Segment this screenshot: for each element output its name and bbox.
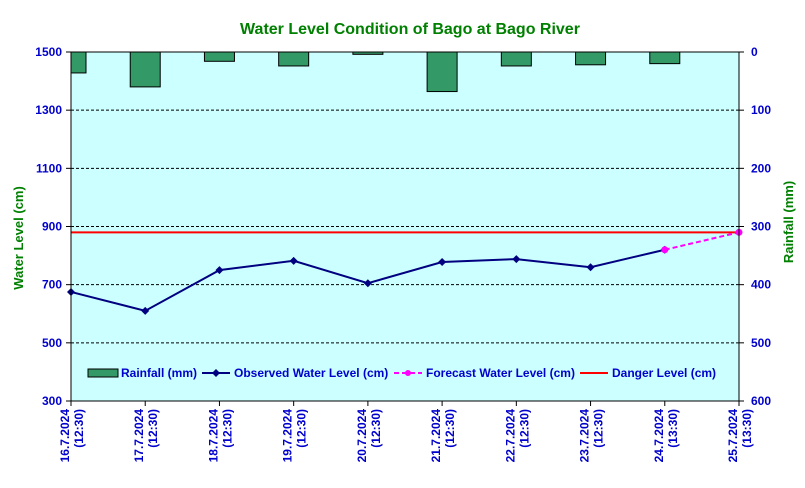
y-axis-title: Water Level (cm) <box>11 186 26 290</box>
legend-observed-label: Observed Water Level (cm) <box>234 366 388 380</box>
rainfall-bar <box>500 51 532 67</box>
x-tick-label-group: 17.7.2024 (12:30) <box>132 409 160 463</box>
observed-point <box>438 257 447 266</box>
x-tick-label: 21.7.2024 <box>429 409 443 463</box>
y2-tick-label: 400 <box>751 278 771 292</box>
forecast-point <box>661 246 669 254</box>
y2-tick-label: 500 <box>751 336 771 350</box>
observed-point <box>289 256 298 265</box>
y2-tick-label: 0 <box>751 45 758 59</box>
y-tick-label: 700 <box>42 278 62 292</box>
x-tick-label-group: 18.7.2024 (12:30) <box>206 409 234 463</box>
x-tick-label-group: 23.7.2024 (12:30) <box>578 409 606 463</box>
legend-danger-label: Danger Level (cm) <box>612 366 716 380</box>
rainfall-bar <box>129 51 161 88</box>
x-tick-label-group: 20.7.2024 (12:30) <box>355 409 383 463</box>
observed-point <box>586 263 595 272</box>
rainfall-bar <box>649 51 681 65</box>
legend-forecast-marker <box>405 370 411 376</box>
rainfall-bar <box>70 51 87 74</box>
observed-point <box>141 306 150 315</box>
y-tick-label: 500 <box>42 336 62 350</box>
observed-point <box>215 266 224 275</box>
x-tick-label: (12:30) <box>517 409 531 448</box>
x-tick-label: 16.7.2024 <box>58 409 72 463</box>
y2-tick-label: 300 <box>751 220 771 234</box>
legend-forecast-label: Forecast Water Level (cm) <box>426 366 575 380</box>
x-tick-label: (12:30) <box>295 409 309 448</box>
x-tick-label: (12:30) <box>220 409 234 448</box>
x-tick-label-group: 19.7.2024 (12:30) <box>281 409 309 463</box>
x-tick-label-group: 16.7.2024 (12:30) <box>58 409 86 463</box>
x-tick-label-group: 21.7.2024 (12:30) <box>429 409 457 463</box>
y-tick-label: 1100 <box>36 161 62 175</box>
legend-observed-marker <box>212 369 220 377</box>
y-tick-label: 300 <box>42 394 62 408</box>
y2-tick-label: 100 <box>751 103 771 117</box>
x-tick-label-group: 24.7.2024 (13:30) <box>652 409 680 463</box>
x-tick-label: (13:30) <box>666 409 680 448</box>
forecast-line <box>664 231 740 251</box>
rainfall-bar <box>575 51 607 66</box>
x-tick-label: 22.7.2024 <box>503 409 517 463</box>
y2-axis-title: Rainfall (mm) <box>781 181 796 263</box>
x-tick-label: (12:30) <box>443 409 457 448</box>
x-tick-label: (12:30) <box>369 409 383 448</box>
y-tick-label: 1300 <box>35 103 62 117</box>
observed-point <box>512 255 521 264</box>
x-tick-label-group: 25.7.2024 (13:30) <box>726 409 754 463</box>
x-tick-label: (12:30) <box>146 409 160 448</box>
legend-rainfall-label: Rainfall (mm) <box>121 366 197 380</box>
legend: Rainfall (mm) Observed Water Level (cm) Fo… <box>87 366 716 380</box>
x-tick-label: (12:30) <box>72 409 86 448</box>
x-tick-label: 20.7.2024 <box>355 409 369 463</box>
y-tick-label: 900 <box>42 220 62 234</box>
y2-tick-label: 200 <box>751 161 771 175</box>
x-tick-label: 23.7.2024 <box>578 409 592 463</box>
y2-tick-label: 600 <box>751 394 771 408</box>
rainfall-bar <box>203 51 235 62</box>
x-tick-label-group: 22.7.2024 (12:30) <box>503 409 531 463</box>
x-tick-label: 25.7.2024 <box>726 409 740 463</box>
x-tick-label: 18.7.2024 <box>206 409 220 463</box>
rainfall-bar <box>426 51 458 93</box>
x-tick-label: (12:30) <box>592 409 606 448</box>
x-tick-label: 19.7.2024 <box>281 409 295 463</box>
rainfall-bar <box>278 51 310 67</box>
x-tick-label: (13:30) <box>740 409 754 448</box>
y-tick-label: 1500 <box>35 45 62 59</box>
legend-rainfall-swatch <box>87 368 119 378</box>
axes: 300 500 700 900 1100 1300 1500 0 100 200 300 400 500… <box>35 45 771 462</box>
chart-title: Water Level Condition of Bago at Bago Ri… <box>240 21 580 38</box>
x-tick-label: 24.7.2024 <box>652 409 666 463</box>
x-tick-label: 17.7.2024 <box>132 409 146 463</box>
observed-point <box>363 279 372 288</box>
